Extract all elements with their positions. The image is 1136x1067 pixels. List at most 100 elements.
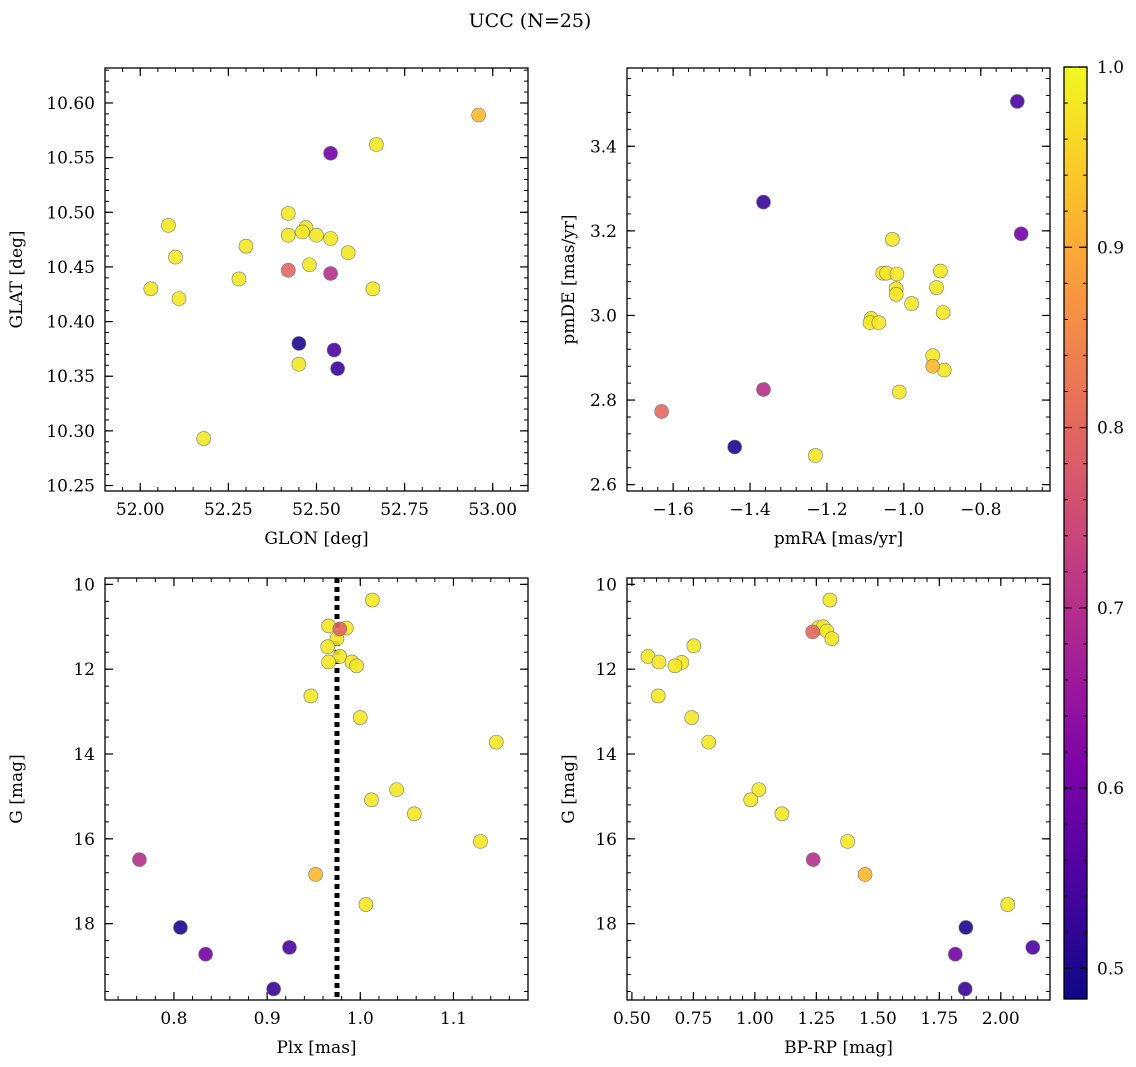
data-point [365, 592, 380, 608]
data-point [266, 981, 281, 997]
y-axis-label: G [mag] [559, 754, 579, 823]
panel-bottom-left: 0.8 0.9 1.0 1.1 10 12 14 16 18 Plx [mas] G [mag] [7, 575, 529, 1058]
x-tick-label: 1.25 [797, 1009, 835, 1029]
data-point [925, 358, 941, 374]
y-tick-label: 10.50 [46, 203, 95, 223]
y-axis-label: GLAT [deg] [7, 230, 27, 328]
data-point [369, 137, 384, 152]
colorbar-tick-label: 0.7 [1097, 599, 1124, 619]
data-point [407, 806, 422, 822]
data-point [756, 382, 771, 397]
y-tick-label: 3.4 [590, 137, 617, 157]
data-point [743, 792, 759, 808]
data-point [161, 218, 176, 233]
data-point [684, 710, 699, 725]
data-point [171, 291, 187, 306]
panels: 52.00 52.25 52.50 52.75 53.00 10.25 10.30 10.35… [7, 67, 1051, 1058]
x-tick-label: −1.6 [653, 500, 694, 520]
data-point [323, 266, 338, 281]
data-point [805, 624, 820, 640]
data-point [871, 315, 887, 330]
data-point [198, 946, 213, 962]
colorbar-frame [1063, 66, 1088, 1000]
x-tick-label: −1.2 [806, 500, 847, 520]
data-point [885, 232, 900, 247]
data-point [891, 384, 907, 400]
y-tick-label: 18 [73, 915, 95, 935]
data-point [805, 852, 821, 867]
data-point [365, 281, 381, 297]
data-point [651, 654, 667, 670]
x-tick-label: 1.0 [347, 1009, 374, 1029]
data-point [340, 245, 356, 261]
y-tick-label: 2.8 [590, 391, 617, 411]
y-tick-label: 10.30 [46, 422, 95, 442]
y-tick-label: 10.45 [46, 258, 95, 278]
data-point [686, 638, 702, 654]
data-point [650, 688, 666, 704]
y-tick-label: 14 [73, 745, 95, 765]
data-point [857, 867, 873, 882]
data-point [231, 271, 247, 287]
data-point [358, 897, 374, 912]
x-tick-label: 0.75 [674, 1009, 712, 1029]
data-point [309, 227, 324, 243]
data-point [132, 852, 147, 867]
x-axis-label: BP-RP [mag] [784, 1038, 893, 1058]
data-point [364, 792, 379, 808]
y-tick-label: 10 [73, 575, 95, 595]
axes-frame [104, 577, 529, 1001]
colorbar-tick-label: 0.9 [1097, 238, 1124, 258]
x-tick-label: −1.4 [729, 500, 770, 520]
y-tick-label: 16 [73, 830, 95, 850]
data-point [929, 280, 944, 295]
data-point [143, 281, 159, 297]
data-point [473, 834, 488, 849]
data-point [389, 782, 404, 797]
x-tick-label: 52.75 [380, 500, 429, 520]
x-tick-label: 53.00 [468, 500, 517, 520]
colorbar: 0.5 0.6 0.7 0.8 0.9 1.0 [1063, 58, 1124, 1000]
x-tick-label: 0.9 [254, 1009, 281, 1029]
data-point [935, 305, 951, 320]
data-point [933, 263, 948, 279]
x-tick-label: 1.1 [440, 1009, 467, 1029]
data-point [302, 257, 317, 273]
panel-bottom-right: 0.50 0.75 1.00 1.25 1.50 1.75 2.00 10 12 14 16 18 BP… [559, 575, 1051, 1058]
x-tick-label: 52.00 [116, 500, 165, 520]
data-point [958, 920, 974, 935]
y-tick-label: 10.60 [46, 94, 95, 114]
data-point [1010, 94, 1025, 109]
figure-title: UCC (N=25) [469, 10, 592, 32]
axes-frame [626, 67, 1051, 492]
x-tick-label: 2.00 [982, 1009, 1020, 1029]
y-tick-label: 3.2 [590, 222, 617, 242]
axes-frame [104, 67, 529, 492]
data-point [701, 734, 716, 750]
y-tick-label: 10.40 [46, 313, 95, 333]
data-point [1000, 897, 1016, 912]
data-point [1025, 940, 1041, 955]
data-point [808, 448, 823, 463]
data-point [889, 266, 905, 282]
data-point [330, 361, 345, 376]
data-point [349, 658, 364, 674]
data-point [303, 688, 319, 704]
x-axis-label: pmRA [mas/yr] [774, 529, 903, 549]
data-point [840, 834, 855, 849]
data-point [308, 867, 323, 882]
data-point [326, 342, 342, 358]
data-point [320, 639, 335, 655]
points [640, 592, 1041, 997]
data-point [196, 431, 211, 446]
points [654, 94, 1029, 463]
y-tick-label: 2.6 [590, 476, 617, 496]
data-point [282, 940, 297, 955]
data-point [948, 946, 963, 962]
data-point [323, 145, 338, 161]
data-point [489, 734, 504, 750]
panel-top-left: 52.00 52.25 52.50 52.75 53.00 10.25 10.30 10.35… [7, 67, 529, 549]
data-point [295, 224, 310, 240]
panel-top-right: −1.6 −1.4 −1.2 −1.0 −0.8 2.6 2.8 3.0 3.2 3.4 pmRA … [559, 67, 1051, 549]
